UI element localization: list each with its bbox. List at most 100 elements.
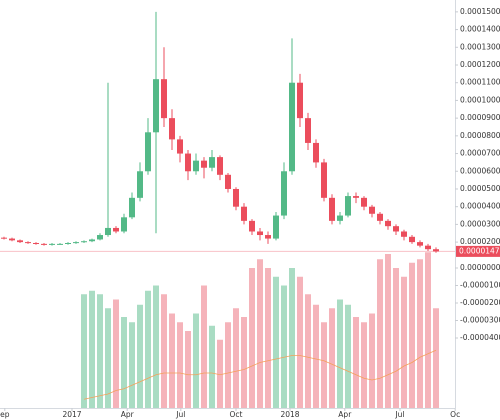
candle-body [41, 243, 47, 245]
x-tick-label: ep [0, 410, 10, 419]
candle-body [65, 242, 71, 244]
candle-body [257, 231, 263, 236]
volume-bar [433, 308, 439, 408]
candle-body [353, 196, 359, 198]
candle-body [273, 215, 279, 239]
candle-body [1, 237, 7, 239]
x-tick-label: 2017 [62, 410, 81, 419]
x-tick-label: Apr [338, 410, 352, 419]
volume-bar [97, 294, 103, 408]
volume-bar [217, 339, 223, 408]
candle-body [201, 160, 207, 168]
candle-body [169, 118, 175, 140]
volume-bar [201, 285, 207, 408]
candle-body [129, 197, 135, 218]
volume-bar [401, 276, 407, 408]
volume-bar [169, 313, 175, 408]
volume-bar [361, 322, 367, 408]
volume-bar [177, 322, 183, 408]
volume-bar [281, 285, 287, 408]
volume-bar [129, 322, 135, 408]
candle-body [305, 118, 311, 143]
volume-bar [417, 259, 423, 408]
candle-body [177, 139, 183, 154]
candle-body [137, 171, 143, 198]
volume-bar [393, 268, 399, 408]
volume-bar [369, 313, 375, 408]
candle-body [281, 171, 287, 216]
candle-body [113, 227, 119, 232]
volume-bar [345, 304, 351, 408]
volume-bar [321, 322, 327, 408]
candle-body [9, 238, 15, 241]
candle-body [361, 197, 367, 207]
x-tick-label: Apr [121, 410, 135, 419]
volume-bar [425, 252, 431, 408]
candle-body [81, 241, 87, 243]
last-price-box [456, 245, 500, 257]
candle-body [265, 235, 271, 239]
candle-body [233, 188, 239, 207]
candle-body [57, 243, 63, 245]
candle-body [329, 197, 335, 221]
candle-body [425, 245, 431, 250]
candle-body [209, 157, 215, 168]
volume-bar [313, 304, 319, 408]
volume-bar [161, 294, 167, 408]
volume-bar [289, 268, 295, 408]
y2-tick-label: -0.00001000 [460, 281, 500, 290]
candle-body [25, 242, 31, 244]
volume-bar [185, 331, 191, 408]
candle-body [377, 213, 383, 221]
volume-bar [265, 268, 271, 408]
x-tick-label: Oct [230, 410, 243, 419]
candle-body [369, 206, 375, 214]
candle-body [217, 157, 223, 175]
candle-body [73, 242, 79, 244]
candle-body [121, 217, 127, 232]
candle-body [241, 206, 247, 221]
volume-bar [337, 299, 343, 408]
candle-body [297, 82, 303, 119]
volume-bar [113, 299, 119, 408]
candle-body [385, 220, 391, 227]
volume-bar [353, 317, 359, 408]
candle-body [289, 82, 295, 172]
volume-bar [105, 308, 111, 408]
candle-body [89, 239, 95, 242]
volume-bar [385, 254, 391, 408]
volume-bar [145, 290, 151, 408]
moving-average-line [83, 349, 437, 400]
candle-body [321, 162, 327, 198]
candle-body [249, 220, 255, 232]
volume-bar [249, 268, 255, 408]
volume-bar [377, 259, 383, 408]
volume-bar [409, 262, 415, 408]
volume-bar [297, 276, 303, 408]
candle-body [393, 226, 399, 232]
volume-bar [257, 259, 263, 408]
volume-bar [273, 276, 279, 408]
x-tick-label: Jul [394, 410, 404, 419]
candle-body [193, 160, 199, 172]
volume-bar [209, 325, 215, 408]
candle-body [345, 196, 351, 216]
volume-bar [225, 322, 231, 408]
candle-body [161, 79, 167, 119]
x-tick-label: Oc [450, 410, 460, 419]
y2-tick-label: 0.00000000 [460, 263, 500, 272]
volume-bar [329, 308, 335, 408]
volume-bar [81, 294, 87, 408]
